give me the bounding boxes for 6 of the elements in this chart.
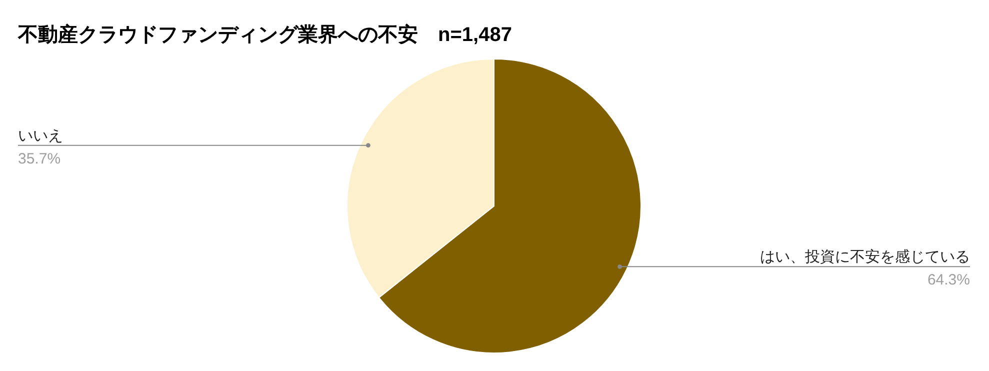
data-label: 35.7% <box>18 150 61 168</box>
chart-title: 不動産クラウドファンディング業界への不安 n=1,487 <box>17 23 512 46</box>
slice-label: いいえ <box>18 127 63 144</box>
data-label: 64.3% <box>927 272 970 289</box>
pie-slice <box>346 58 494 298</box>
slice-label: はい、投資に不安を感じている <box>760 248 970 266</box>
